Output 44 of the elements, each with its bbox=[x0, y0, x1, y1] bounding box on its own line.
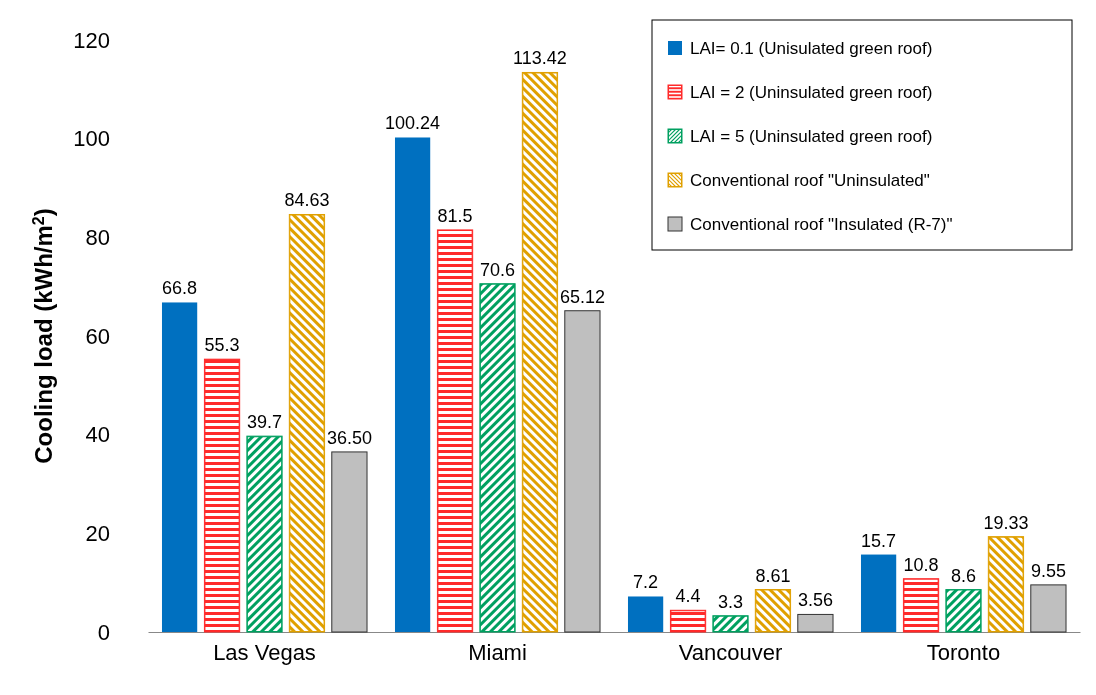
data-label: 15.7 bbox=[861, 530, 897, 551]
data-label: 19.33 bbox=[983, 512, 1029, 533]
y-tick-label: 20 bbox=[85, 520, 110, 546]
data-label: 3.3 bbox=[717, 591, 744, 612]
data-label: 81.5 bbox=[437, 205, 473, 226]
bar bbox=[564, 310, 601, 633]
data-label: 36.50 bbox=[326, 427, 372, 448]
data-label: 9.55 bbox=[1030, 560, 1066, 581]
y-tick-label: 100 bbox=[73, 126, 110, 152]
data-label: 66.8 bbox=[162, 278, 198, 299]
legend-label: Conventional roof "Uninsulated" bbox=[690, 171, 930, 190]
y-tick-label: 0 bbox=[97, 619, 110, 645]
data-label: 65.12 bbox=[559, 286, 605, 307]
data-label: 84.63 bbox=[284, 190, 330, 211]
data-label: 7.2 bbox=[633, 572, 659, 593]
data-label: 100.24 bbox=[385, 113, 441, 134]
data-label: 3.56 bbox=[797, 590, 833, 611]
x-tick-label: Las Vegas bbox=[213, 639, 316, 665]
data-label: 10.8 bbox=[903, 554, 939, 575]
y-tick-label: 120 bbox=[73, 27, 110, 53]
data-label: 39.7 bbox=[246, 412, 283, 433]
y-tick-label: 80 bbox=[85, 224, 110, 250]
y-tick-label: 60 bbox=[85, 323, 110, 349]
x-tick-label: Miami bbox=[468, 639, 527, 665]
bar bbox=[331, 451, 368, 633]
data-label: 8.61 bbox=[755, 565, 791, 586]
bar bbox=[860, 554, 897, 632]
legend-label: Conventional roof "Insulated (R-7)" bbox=[690, 215, 953, 234]
bar bbox=[1030, 584, 1067, 633]
y-tick-label: 40 bbox=[85, 422, 110, 448]
data-label: 4.4 bbox=[675, 586, 701, 607]
data-label: 70.6 bbox=[479, 259, 516, 280]
bar bbox=[394, 137, 431, 632]
x-tick-label: Toronto bbox=[926, 639, 1001, 665]
data-label: 55.3 bbox=[204, 335, 240, 356]
bar bbox=[161, 302, 198, 632]
data-label: 113.42 bbox=[513, 48, 567, 69]
data-label: 8.6 bbox=[950, 565, 977, 586]
legend-label: LAI = 2 (Uninsulated green roof) bbox=[690, 83, 933, 102]
legend-label: LAI = 5 (Uninsulated green roof) bbox=[690, 127, 933, 146]
legend-label: LAI= 0.1 (Unisulated green roof) bbox=[690, 39, 933, 58]
bar bbox=[627, 596, 664, 632]
x-tick-label: Vancouver bbox=[678, 639, 783, 665]
bar bbox=[797, 613, 834, 633]
